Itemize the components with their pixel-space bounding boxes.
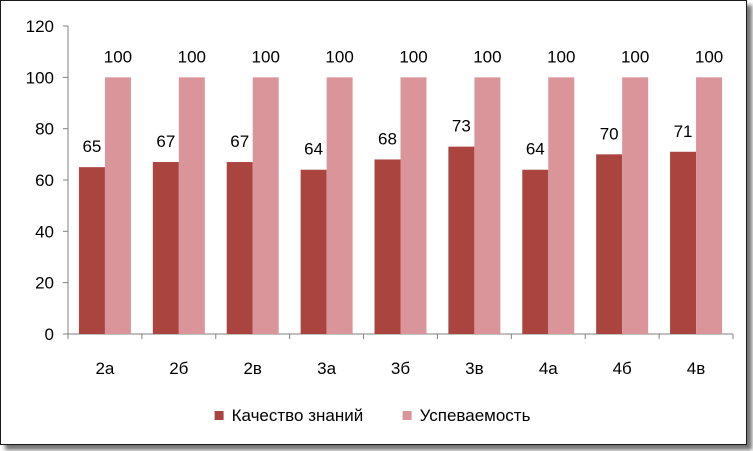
- y-tick-label: 80: [35, 120, 54, 139]
- bar: [448, 146, 475, 334]
- bar: [696, 77, 723, 334]
- legend-label: Успеваемость: [420, 406, 531, 425]
- axes: 0 20 40 60 80 100 120 2а 2б 2в 3а 3б 3в 4а 4б 4в: [26, 17, 734, 378]
- data-label: 73: [452, 117, 471, 136]
- bar: [522, 169, 549, 334]
- x-tick-label: 3б: [391, 359, 410, 378]
- data-label: 100: [547, 47, 575, 66]
- x-tick-label: 4в: [687, 359, 706, 378]
- x-tick-label: 4а: [539, 359, 558, 378]
- bar: [78, 167, 105, 334]
- bars: [78, 77, 723, 334]
- x-tick-label: 2б: [169, 359, 188, 378]
- data-label: 67: [156, 132, 175, 151]
- x-tick-label: 2в: [243, 359, 262, 378]
- legend-swatch: [402, 411, 412, 420]
- bar: [178, 77, 205, 334]
- data-label: 100: [695, 47, 723, 66]
- bar: [104, 77, 131, 334]
- y-tick-label: 0: [45, 325, 54, 344]
- x-tick-label: 3в: [465, 359, 484, 378]
- data-labels: 65 100 67 100 67 100 64 100 68 100 73 100 64 100 70 100…: [82, 47, 723, 158]
- data-label: 64: [304, 140, 323, 159]
- data-label: 100: [473, 47, 501, 66]
- data-label: 100: [252, 47, 280, 66]
- x-tick-label: 2а: [95, 359, 114, 378]
- bar: [400, 77, 427, 334]
- bar: [670, 151, 697, 334]
- data-label: 100: [104, 47, 132, 66]
- data-label: 100: [399, 47, 427, 66]
- data-label: 100: [621, 47, 649, 66]
- bar: [152, 162, 179, 334]
- bar: [300, 169, 327, 334]
- bar: [474, 77, 501, 334]
- data-label: 64: [526, 140, 545, 159]
- data-label: 100: [178, 47, 206, 66]
- legend: Качество знаний Успеваемость: [214, 406, 531, 425]
- y-tick-label: 40: [35, 222, 54, 241]
- data-label: 70: [600, 124, 619, 143]
- y-tick-label: 60: [35, 171, 54, 190]
- data-label: 100: [325, 47, 353, 66]
- legend-label: Качество знаний: [232, 406, 364, 425]
- legend-swatch: [214, 411, 224, 420]
- bar: [252, 77, 279, 334]
- y-tick-label: 20: [35, 274, 54, 293]
- data-label: 68: [378, 129, 397, 148]
- data-label: 71: [674, 122, 693, 141]
- data-label: 67: [230, 132, 249, 151]
- bar: [622, 77, 649, 334]
- bar: [374, 159, 401, 334]
- bar: [596, 154, 623, 334]
- bar: [548, 77, 575, 334]
- y-tick-label: 100: [26, 68, 54, 87]
- data-label: 65: [82, 137, 101, 156]
- x-tick-label: 4б: [613, 359, 632, 378]
- x-tick-label: 3а: [317, 359, 336, 378]
- y-tick-label: 120: [26, 17, 54, 36]
- bar: [226, 162, 253, 334]
- chart-frame: 0 20 40 60 80 100 120 2а 2б 2в 3а 3б 3в 4а 4б 4в 65 100 6…: [0, 0, 747, 445]
- bar: [326, 77, 353, 334]
